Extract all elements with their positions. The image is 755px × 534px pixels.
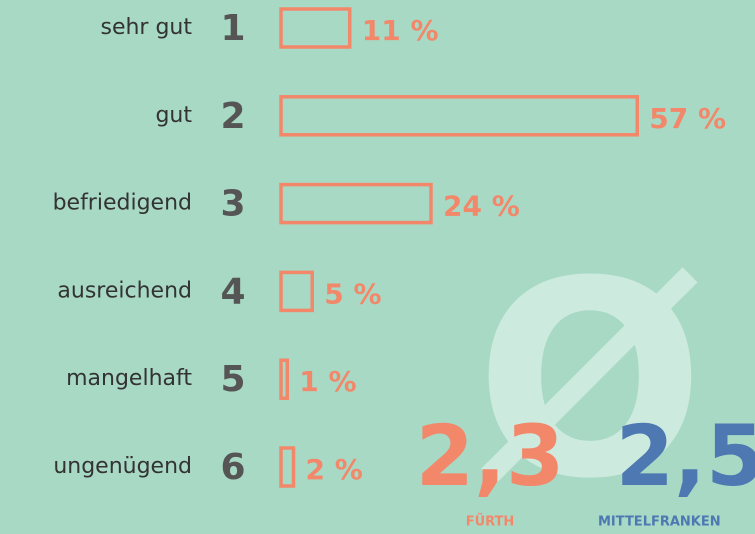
bar [279,358,289,400]
category-label: mangelhaft [66,366,192,391]
category-label: sehr gut [100,15,192,40]
value-label: 11 % [362,14,439,47]
grade-number: 2 [220,96,245,137]
grade-number: 3 [220,184,245,225]
value-label: 1 % [299,365,356,398]
grade-number: 6 [220,447,245,488]
grade-number: 4 [220,271,245,312]
category-label: ungenügend [53,454,192,479]
bar [279,7,352,49]
value-label: 24 % [443,190,520,223]
bar [279,182,433,225]
average-name: MITTELFRANKEN [598,515,721,530]
average-value: 2,3 [416,407,565,505]
grade-number: 5 [220,359,245,400]
bar [279,446,296,488]
value-label: 5 % [324,277,381,310]
value-label: 57 % [649,102,726,135]
average-value: 2,5 [616,407,755,505]
bar [279,270,314,313]
category-label: befriedigend [53,191,192,216]
category-label: ausreichend [57,278,192,303]
category-label: gut [155,103,192,128]
value-label: 2 % [306,453,363,486]
average-name: FÜRTH [466,514,515,530]
average-symbol: Ø [475,223,705,534]
grade-number: 1 [220,8,245,49]
bar [279,95,639,137]
